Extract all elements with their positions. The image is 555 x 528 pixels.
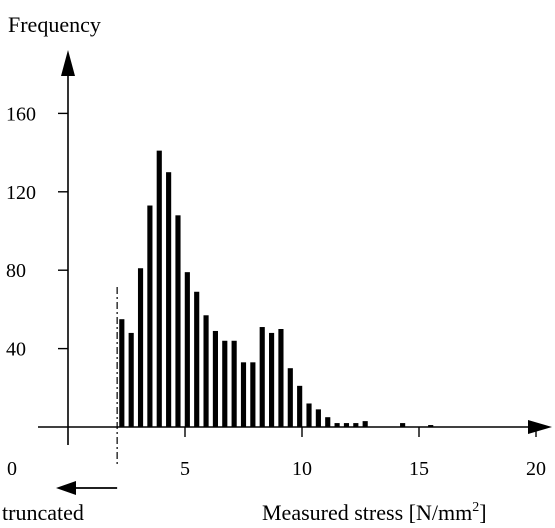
y-axis-arrowhead bbox=[61, 50, 75, 76]
bar bbox=[166, 172, 172, 427]
y-tick-label: 40 bbox=[6, 339, 26, 361]
bar bbox=[259, 327, 265, 427]
bar bbox=[203, 315, 209, 427]
bar bbox=[222, 340, 228, 427]
x-axis-title-close: ] bbox=[479, 500, 486, 525]
bar bbox=[147, 205, 153, 427]
y-axis-title: Frequency bbox=[8, 12, 101, 37]
x-tick-label: 15 bbox=[409, 458, 429, 480]
x-tick-label: 20 bbox=[526, 458, 546, 480]
bar bbox=[428, 425, 434, 427]
axes bbox=[38, 50, 552, 445]
x-tick-label: 5 bbox=[180, 458, 190, 480]
bar bbox=[278, 329, 284, 427]
x-axis-title-sup: 2 bbox=[472, 500, 479, 515]
bar bbox=[315, 409, 321, 427]
ticks: 0 5 10 15 20 40 80 120 160 bbox=[6, 103, 546, 480]
bar bbox=[362, 421, 368, 427]
x-axis-title-main: Measured stress [N/mm bbox=[262, 500, 472, 525]
truncation-arrowhead bbox=[56, 481, 76, 495]
bar bbox=[325, 417, 331, 427]
bar bbox=[306, 403, 312, 427]
x-tick-label: 0 bbox=[7, 458, 17, 480]
bar bbox=[231, 340, 237, 427]
bar bbox=[240, 362, 247, 427]
bar bbox=[287, 368, 293, 427]
bar bbox=[343, 423, 350, 427]
bar bbox=[250, 362, 256, 427]
bar bbox=[400, 423, 406, 427]
bar bbox=[269, 332, 275, 427]
y-tick-label: 80 bbox=[6, 260, 26, 282]
bar bbox=[156, 150, 162, 427]
bar bbox=[334, 423, 340, 427]
truncated-label: truncated bbox=[2, 500, 84, 525]
bar bbox=[194, 291, 200, 427]
x-axis-arrowhead bbox=[528, 420, 552, 434]
truncation-marker bbox=[56, 287, 118, 495]
y-tick-label: 120 bbox=[6, 182, 36, 204]
bars bbox=[119, 150, 434, 427]
bar bbox=[137, 268, 144, 427]
y-tick-label: 160 bbox=[6, 103, 36, 125]
bar bbox=[212, 330, 218, 427]
x-tick-label: 10 bbox=[292, 458, 312, 480]
bar bbox=[353, 423, 359, 427]
bar bbox=[119, 319, 125, 427]
bar bbox=[175, 215, 181, 427]
bar bbox=[297, 385, 303, 427]
bar bbox=[184, 272, 190, 427]
bar bbox=[128, 332, 134, 427]
x-axis-title: Measured stress [N/mm2] bbox=[262, 500, 487, 525]
